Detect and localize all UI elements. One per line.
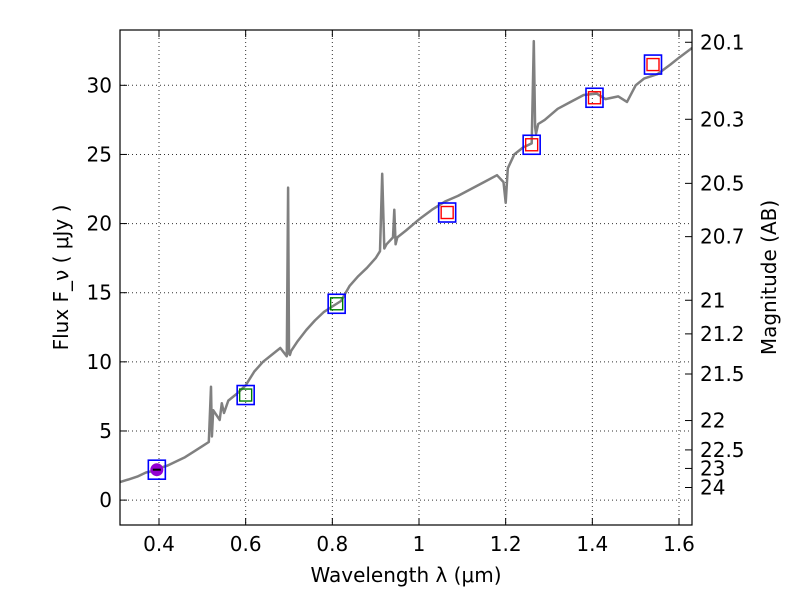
mag-tick-label: 24 xyxy=(700,476,725,500)
y-tick-label: 30 xyxy=(87,73,112,97)
photometry-point xyxy=(524,138,539,152)
y-tick-label: 15 xyxy=(87,281,112,305)
x-tick-label: 0.6 xyxy=(230,532,262,556)
axis-ticks: 0.4 0.6 0.8 1 1.2 1.4 1.6 0 5 10 15 20 25 30 20.1 20.3 2… xyxy=(87,30,745,556)
mag-tick-label: 20.5 xyxy=(700,171,745,195)
y-tick-label: 25 xyxy=(87,142,112,166)
mag-tick-label: 22.5 xyxy=(700,438,745,462)
photometry-box xyxy=(643,54,663,75)
photometry-point xyxy=(440,205,454,220)
x-tick-label: 0.8 xyxy=(316,532,348,556)
mag-tick-label: 21.2 xyxy=(700,322,745,346)
photometry-point xyxy=(238,388,253,402)
x-tick-label: 1.2 xyxy=(490,532,522,556)
mag-tick-label: 20.1 xyxy=(700,30,745,54)
y-tick-label: 20 xyxy=(87,212,112,236)
mag-tick-label: 20.7 xyxy=(700,225,745,249)
x-axis-label: Wavelength λ (μm) xyxy=(310,563,501,587)
photometry-box xyxy=(437,202,457,223)
x-tick-label: 1.6 xyxy=(663,532,695,556)
y-tick-label: 5 xyxy=(99,419,112,443)
mag-tick-label: 21 xyxy=(700,288,725,312)
x-tick-label: 0.4 xyxy=(143,532,175,556)
mag-tick-label: 20.3 xyxy=(700,107,745,131)
y-tick-label: 0 xyxy=(99,488,112,512)
x-tick-label: 1.4 xyxy=(576,532,608,556)
plot-frame xyxy=(119,29,693,526)
spectrum-layer xyxy=(120,39,692,484)
x-tick-label: 1 xyxy=(413,532,426,556)
photometry-point xyxy=(587,91,602,105)
y-tick-label: 10 xyxy=(87,350,112,374)
photometry-point xyxy=(646,57,660,72)
mag-tick-label: 22 xyxy=(700,409,725,433)
photometry-box xyxy=(147,459,167,480)
photometry-box xyxy=(236,384,255,406)
photometry-box xyxy=(522,134,541,156)
mag-tick-label: 21.5 xyxy=(700,362,745,386)
spectrum-line xyxy=(120,39,692,484)
grid-lines xyxy=(120,30,692,525)
photometry-layer xyxy=(147,54,663,480)
photometry-point xyxy=(329,297,344,311)
photometry-box xyxy=(327,293,346,315)
photometry-box xyxy=(585,87,604,109)
right-axis-label: Magnitude (AB) xyxy=(757,200,781,355)
y-axis-label: Flux F_ν ( μJy ) xyxy=(49,205,73,351)
mag-tick-label: 23 xyxy=(700,456,725,480)
